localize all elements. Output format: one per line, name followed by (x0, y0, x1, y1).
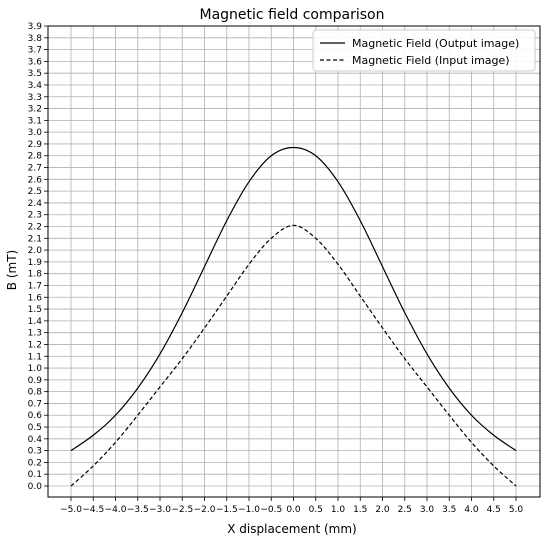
y-tick-label: 0.3 (28, 447, 42, 457)
y-axis: 0.00.10.20.30.40.50.60.70.80.91.01.11.21… (28, 22, 48, 492)
x-tick-label: 2.0 (375, 505, 390, 515)
legend-label: Magnetic Field (Input image) (352, 54, 510, 67)
chart-title: Magnetic field comparison (200, 7, 385, 23)
y-tick-label: 3.9 (28, 22, 43, 32)
legend-box (312, 29, 536, 72)
y-tick-label: 1.2 (28, 340, 42, 350)
y-tick-label: 1.4 (28, 317, 43, 327)
x-tick-label: −1.0 (238, 505, 260, 515)
y-tick-label: 2.5 (28, 187, 42, 197)
y-tick-label: 3.1 (28, 116, 42, 126)
x-tick-label: 2.5 (398, 505, 412, 515)
y-tick-label: 0.7 (28, 399, 42, 409)
y-tick-label: 1.3 (28, 329, 42, 339)
y-tick-label: 1.5 (28, 305, 42, 315)
x-tick-label: −1.5 (216, 505, 238, 515)
y-tick-label: 3.2 (28, 105, 42, 115)
y-tick-label: 2.2 (28, 223, 42, 233)
y-tick-label: 2.3 (28, 211, 42, 221)
y-tick-label: 3.6 (28, 57, 43, 67)
x-tick-label: −4.0 (105, 505, 127, 515)
x-tick-label: 4.0 (464, 505, 479, 515)
y-tick-label: 3.4 (28, 81, 43, 91)
x-axis-label: X displacement (mm) (227, 522, 356, 536)
x-tick-label: −4.5 (82, 505, 104, 515)
x-tick-label: −2.5 (171, 505, 193, 515)
y-tick-label: 1.9 (28, 258, 43, 268)
series-line-input (70, 224, 517, 487)
x-tick-label: 0.0 (286, 505, 301, 515)
y-tick-label: 0.6 (28, 411, 43, 421)
y-tick-label: 2.9 (28, 140, 43, 150)
y-tick-label: 1.7 (28, 281, 42, 291)
y-tick-label: 3.8 (28, 34, 43, 44)
y-tick-label: 2.7 (28, 164, 42, 174)
legend: Magnetic Field (Output image) Magnetic Fi… (312, 29, 536, 72)
y-tick-label: 0.0 (28, 482, 43, 492)
legend-label: Magnetic Field (Output image) (352, 37, 519, 50)
x-tick-label: 3.5 (442, 505, 456, 515)
x-tick-label: −0.5 (260, 505, 282, 515)
x-tick-label: −2.0 (194, 505, 216, 515)
x-tick-label: 1.5 (353, 505, 367, 515)
x-tick-label: −5.0 (60, 505, 82, 515)
y-tick-label: 3.7 (28, 46, 42, 56)
series-line-output (70, 146, 517, 452)
y-tick-label: 2.6 (28, 175, 43, 185)
y-tick-label: 1.8 (28, 270, 43, 280)
x-tick-label: 1.0 (331, 505, 346, 515)
y-tick-label: 0.2 (28, 458, 42, 468)
y-tick-label: 2.4 (28, 199, 43, 209)
y-tick-label: 0.1 (28, 470, 42, 480)
y-tick-label: 0.8 (28, 388, 43, 398)
y-tick-label: 3.0 (28, 128, 43, 138)
y-tick-label: 1.6 (28, 293, 43, 303)
y-tick-label: 0.5 (28, 423, 42, 433)
series-layer (70, 146, 517, 487)
y-tick-label: 1.1 (28, 352, 42, 362)
x-tick-label: −3.0 (149, 505, 171, 515)
y-tick-label: 2.0 (28, 246, 43, 256)
y-tick-label: 3.3 (28, 93, 42, 103)
y-tick-label: 0.9 (28, 376, 43, 386)
y-tick-label: 1.0 (28, 364, 43, 374)
x-tick-label: 4.5 (487, 505, 501, 515)
y-tick-label: 2.1 (28, 234, 42, 244)
x-tick-label: −3.5 (127, 505, 149, 515)
y-tick-label: 3.5 (28, 69, 42, 79)
y-tick-label: 0.4 (28, 435, 43, 445)
x-tick-label: 0.5 (309, 505, 323, 515)
x-axis: −5.0 −4.5 −4.0 −3.5 −3.0 −2.5 −2.0 −1.5 −1.0 −0.5… (60, 497, 523, 515)
x-tick-label: 5.0 (509, 505, 524, 515)
x-tick-label: 3.0 (420, 505, 435, 515)
y-tick-label: 2.8 (28, 152, 43, 162)
y-axis-label: B (mT) (5, 250, 19, 290)
